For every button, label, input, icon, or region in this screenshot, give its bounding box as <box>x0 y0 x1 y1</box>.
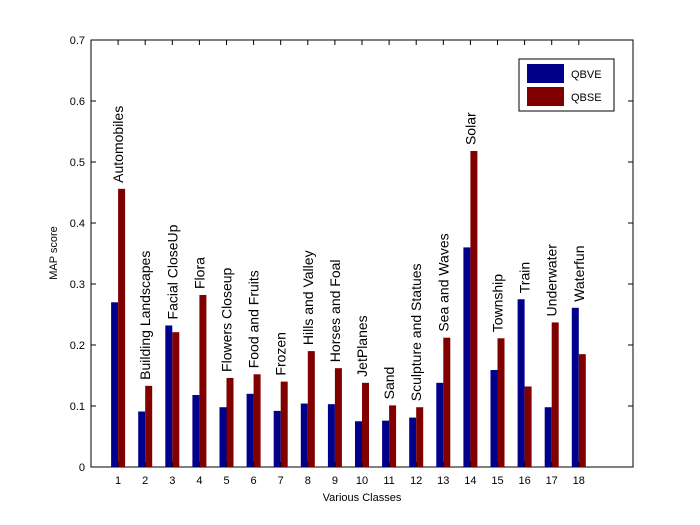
category-name-label: JetPlanes <box>354 315 370 376</box>
x-tick-label: 4 <box>196 475 202 487</box>
category-name-label: Solar <box>462 112 478 145</box>
bar-qbve-9 <box>327 404 335 467</box>
category-name-label: Sea and Waves <box>435 233 451 331</box>
category-name-label: Automobiles <box>110 106 126 183</box>
bar-qbse-17 <box>551 322 559 467</box>
y-tick-label: 0 <box>79 462 85 474</box>
x-tick-label: 5 <box>223 475 229 487</box>
y-tick-label: 0.5 <box>70 157 85 169</box>
bar-qbse-5 <box>226 377 234 467</box>
bar-qbse-18 <box>578 354 586 467</box>
bar-qbse-2 <box>145 385 153 467</box>
bar-qbve-1 <box>111 302 119 467</box>
bar-qbse-4 <box>199 294 207 467</box>
category-name-label: Township <box>490 274 506 333</box>
bar-qbve-18 <box>571 307 579 467</box>
x-tick-label: 15 <box>491 475 503 487</box>
bar-qbve-14 <box>463 247 471 467</box>
x-tick-label: 11 <box>383 475 394 487</box>
x-tick-label: 6 <box>251 475 257 487</box>
bar-qbve-8 <box>300 403 308 467</box>
x-tick-label: 18 <box>573 475 585 487</box>
bar-qbve-16 <box>517 299 525 467</box>
x-tick-label: 7 <box>278 475 284 487</box>
category-name-label: Food and Fruits <box>246 270 262 368</box>
bar-qbve-2 <box>138 411 146 467</box>
category-name-label: Sand <box>381 367 397 400</box>
x-axis-ticks: 1 2 3 4 5 6 7 8 9 10 11 12 13 14 15 16 17 18 <box>115 40 585 487</box>
y-tick-label: 0.7 <box>70 35 85 47</box>
x-tick-label: 14 <box>464 475 476 487</box>
x-tick-label: 1 <box>115 475 121 487</box>
bar-qbve-13 <box>436 382 444 467</box>
bar-qbse-15 <box>497 338 505 467</box>
category-name-label: Flora <box>191 257 207 289</box>
bar-qbse-16 <box>524 386 532 467</box>
y-tick-label: 0.6 <box>70 96 85 108</box>
x-tick-label: 13 <box>437 475 449 487</box>
legend-swatch-qbse <box>527 87 564 106</box>
x-tick-label: 9 <box>332 475 338 487</box>
y-axis-ticks: 0 0.1 0.2 0.3 0.4 0.5 0.6 0.7 <box>70 35 633 474</box>
bar-qbve-10 <box>355 421 362 467</box>
bar-qbse-11 <box>389 405 397 467</box>
x-tick-label: 10 <box>356 475 368 487</box>
bar-qbve-6 <box>246 393 254 467</box>
bar-qbve-15 <box>490 370 498 467</box>
x-tick-label: 12 <box>410 475 422 487</box>
category-name-label: Facial CloseUp <box>164 224 180 319</box>
bar-qbse-12 <box>416 407 424 467</box>
bar-qbse-8 <box>307 351 315 467</box>
y-axis-title: MAP score <box>48 226 60 280</box>
category-name-label: Underwater <box>544 244 560 317</box>
y-tick-label: 0.1 <box>70 401 85 413</box>
category-name-label: Sculpture and Statues <box>408 263 424 401</box>
bar-qbve-12 <box>409 417 417 467</box>
x-tick-label: 3 <box>169 475 175 487</box>
category-name-label: Building Landscapes <box>137 251 153 380</box>
bar-qbse-13 <box>443 337 451 467</box>
y-tick-label: 0.3 <box>70 279 85 291</box>
bar-qbve-11 <box>382 420 390 467</box>
category-name-label: Waterfun <box>571 246 587 302</box>
bar-qbse-1 <box>118 188 126 467</box>
x-tick-label: 2 <box>142 475 148 487</box>
legend-swatch-qbve <box>527 64 564 83</box>
y-tick-label: 0.2 <box>70 340 85 352</box>
category-name-label: Flowers Closeup <box>219 267 235 371</box>
y-tick-label: 0.4 <box>70 218 85 230</box>
bar-qbse-7 <box>280 381 288 467</box>
x-tick-label: 8 <box>305 475 311 487</box>
x-tick-label: 17 <box>546 475 558 487</box>
category-name-label: Frozen <box>273 332 289 376</box>
bar-qbse-3 <box>172 332 180 467</box>
legend: QBVE QBSE <box>518 58 615 112</box>
bar-qbve-17 <box>544 407 552 467</box>
bar-qbve-4 <box>192 395 200 467</box>
category-name-label: Hills and Valley <box>300 250 316 345</box>
bar-qbse-6 <box>253 374 261 467</box>
category-name-label: Train <box>517 262 533 293</box>
category-name-label: Horses and Foal <box>327 259 343 362</box>
bars-group <box>111 151 586 467</box>
bar-qbse-10 <box>362 382 369 467</box>
legend-label-qbse: QBSE <box>571 92 602 104</box>
legend-label-qbve: QBVE <box>571 69 602 81</box>
category-labels: Automobiles Building Landscapes Facial Clo… <box>110 106 587 401</box>
bar-qbve-5 <box>219 407 227 467</box>
x-axis-title: Various Classes <box>323 492 402 504</box>
bar-qbve-7 <box>273 410 281 467</box>
x-tick-label: 16 <box>518 475 530 487</box>
bar-qbse-14 <box>470 151 478 467</box>
bar-qbve-3 <box>165 325 173 467</box>
bar-qbse-9 <box>334 368 342 467</box>
